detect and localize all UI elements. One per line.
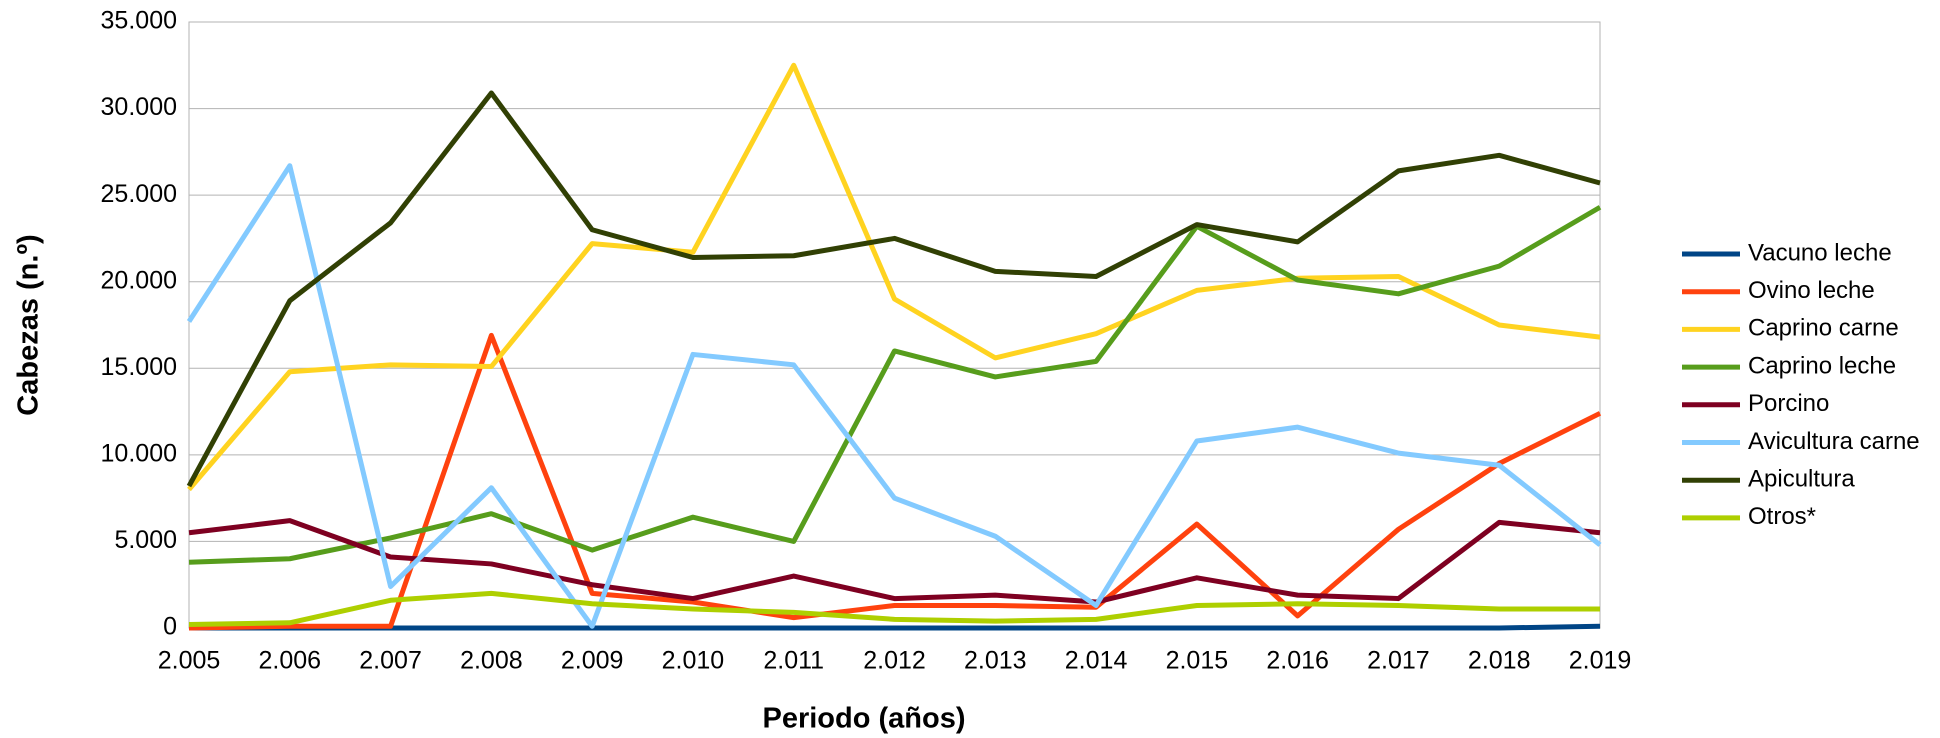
line-series	[189, 623, 1601, 631]
line-series	[188, 518, 1601, 605]
line-series	[187, 62, 1601, 492]
line-series	[186, 90, 1601, 488]
x-tick-label: 2.010	[662, 647, 725, 675]
legend-label: Caprino leche	[1748, 352, 1896, 379]
legend-label: Caprino carne	[1748, 315, 1899, 342]
y-tick-label: 0	[163, 613, 177, 641]
x-tick-label: 2.019	[1569, 647, 1632, 675]
x-tick-label: 2.016	[1266, 647, 1329, 675]
y-tick-label: 25.000	[101, 180, 177, 208]
legend-label: Ovino leche	[1748, 277, 1875, 304]
x-tick-label: 2.014	[1065, 647, 1128, 675]
line-series	[188, 332, 1602, 631]
x-tick-label: 2.018	[1468, 647, 1531, 675]
x-tick-label: 2.008	[460, 647, 523, 675]
y-tick-label: 35.000	[101, 7, 177, 35]
y-tick-label: 20.000	[101, 266, 177, 294]
x-tick-label: 2.015	[1166, 647, 1229, 675]
x-tick-label: 2.005	[158, 647, 221, 675]
legend-label: Porcino	[1748, 390, 1829, 417]
legend-label: Avicultura carne	[1748, 428, 1920, 455]
legend-label: Otros*	[1748, 503, 1816, 530]
x-tick-label: 2.009	[561, 647, 624, 675]
line-series	[188, 205, 1602, 565]
y-tick-label: 5.000	[114, 526, 177, 554]
y-tick-label: 30.000	[101, 93, 177, 121]
y-tick-label: 10.000	[101, 439, 177, 467]
x-axis-title: Periodo (años)	[762, 703, 965, 735]
x-tick-label: 2.017	[1367, 647, 1430, 675]
x-tick-label: 2.013	[964, 647, 1027, 675]
x-tick-label: 2.006	[259, 647, 322, 675]
x-tick-label: 2.012	[863, 647, 926, 675]
legend-label: Apicultura	[1748, 466, 1855, 493]
x-tick-label: 2.011	[763, 647, 824, 675]
y-tick-label: 15.000	[101, 353, 177, 381]
line-series	[188, 590, 1600, 628]
legend-label: Vacuno leche	[1748, 239, 1892, 266]
x-tick-label: 2.007	[359, 647, 422, 675]
y-axis-title: Cabezas (n.º)	[13, 234, 45, 415]
line-series	[186, 163, 1602, 629]
